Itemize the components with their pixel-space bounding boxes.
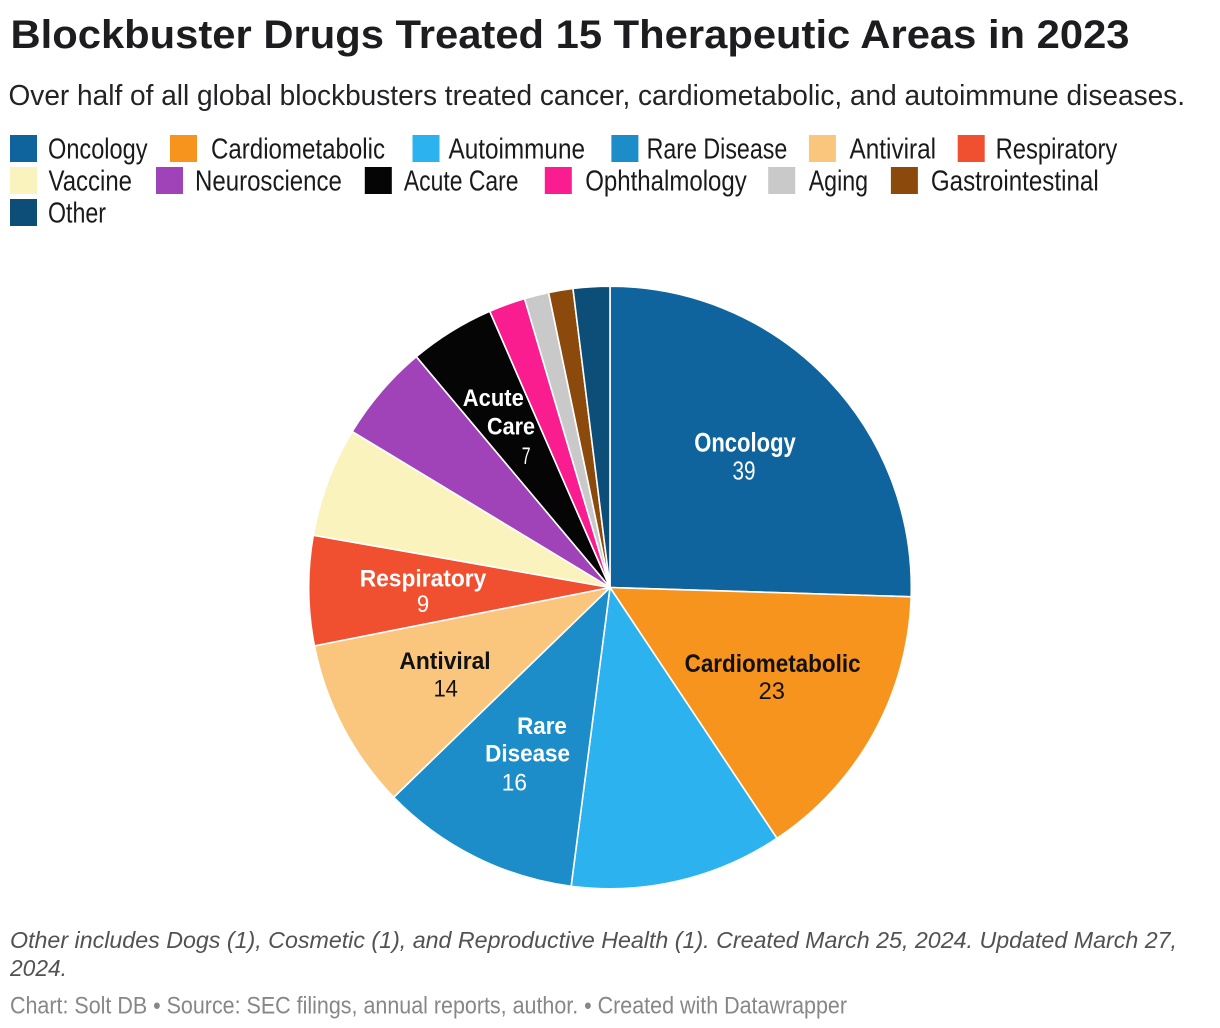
- svg-text:Disease: Disease: [485, 741, 570, 768]
- svg-text:Cardiometabolic: Cardiometabolic: [211, 134, 385, 166]
- svg-text:Acute: Acute: [463, 385, 524, 412]
- svg-text:9: 9: [417, 591, 429, 618]
- svg-text:23: 23: [759, 678, 785, 705]
- svg-text:14: 14: [433, 676, 458, 703]
- svg-text:Aging: Aging: [809, 166, 868, 198]
- svg-text:Respiratory: Respiratory: [996, 134, 1118, 166]
- svg-text:Care: Care: [487, 414, 535, 441]
- svg-text:Antiviral: Antiviral: [399, 648, 490, 675]
- svg-text:Ophthalmology: Ophthalmology: [585, 166, 747, 198]
- svg-text:Oncology: Oncology: [694, 428, 796, 458]
- svg-text:Over half of all global blockb: Over half of all global blockbusters tre…: [9, 80, 1186, 112]
- svg-text:Chart: Solt DB • Source: SEC f: Chart: Solt DB • Source: SEC filings, an…: [10, 993, 847, 1020]
- svg-text:Rare: Rare: [517, 713, 567, 740]
- svg-text:Antiviral: Antiviral: [850, 134, 937, 166]
- svg-text:Rare Disease: Rare Disease: [647, 134, 788, 166]
- svg-text:2024.: 2024.: [9, 955, 67, 981]
- svg-text:Other: Other: [48, 198, 106, 230]
- svg-text:Cardiometabolic: Cardiometabolic: [685, 650, 861, 678]
- svg-text:Autoimmune: Autoimmune: [449, 134, 586, 166]
- svg-text:Vaccine: Vaccine: [49, 166, 133, 198]
- svg-text:Neuroscience: Neuroscience: [195, 166, 342, 198]
- svg-text:16: 16: [502, 769, 527, 796]
- svg-text:Gastrointestinal: Gastrointestinal: [931, 166, 1099, 198]
- svg-text:Oncology: Oncology: [48, 134, 148, 166]
- svg-text:Blockbuster Drugs Treated 15 T: Blockbuster Drugs Treated 15 Therapeutic…: [11, 13, 1130, 57]
- svg-text:39: 39: [733, 456, 756, 486]
- svg-text:7: 7: [522, 443, 531, 470]
- svg-text:Respiratory: Respiratory: [360, 566, 487, 593]
- svg-text:Acute Care: Acute Care: [404, 166, 519, 198]
- svg-text:Other includes Dogs (1), Cosme: Other includes Dogs (1), Cosmetic (1), a…: [10, 927, 1177, 953]
